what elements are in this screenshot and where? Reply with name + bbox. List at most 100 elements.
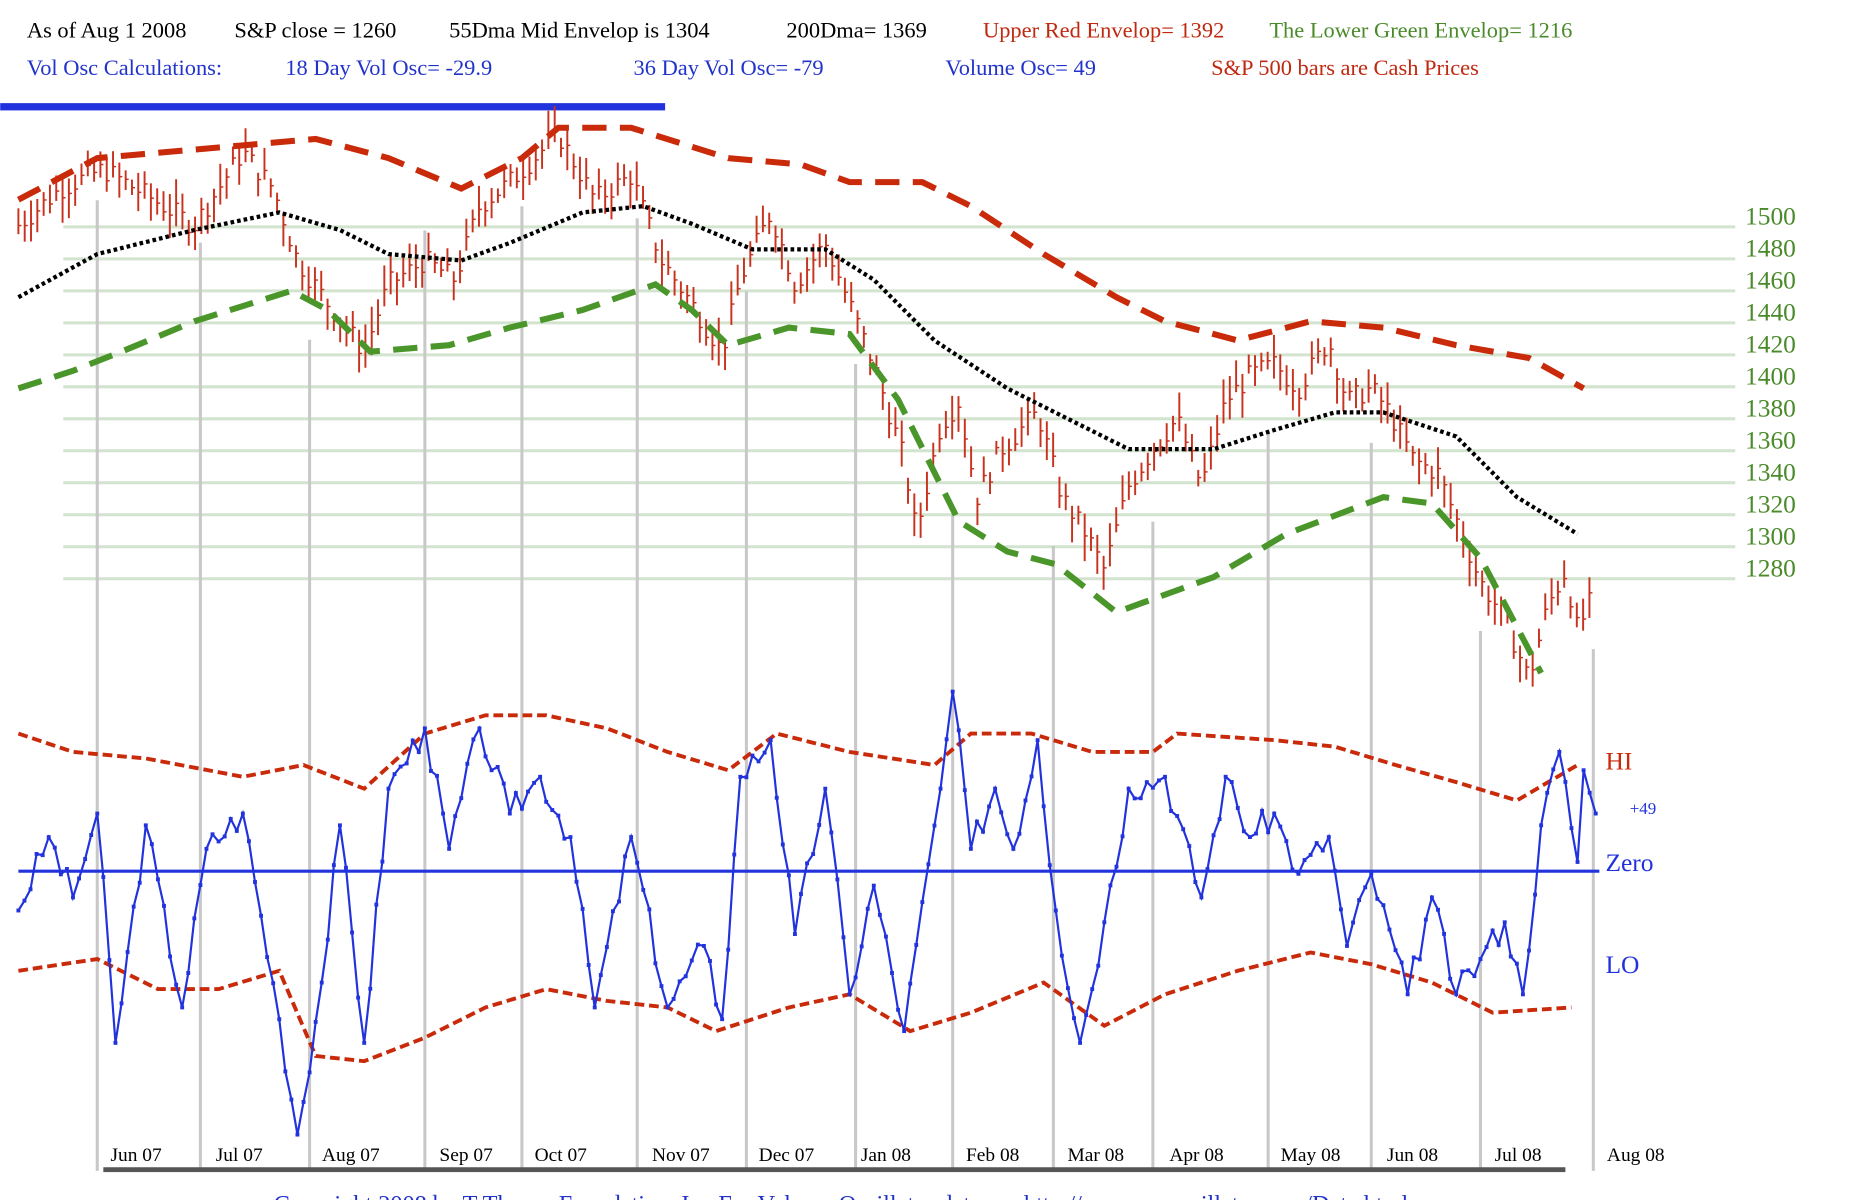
volume-osc-point bbox=[46, 835, 51, 840]
volume-osc-point bbox=[1199, 895, 1204, 900]
volume-osc-point bbox=[799, 892, 803, 896]
volume-osc-point bbox=[216, 839, 221, 844]
volume-osc-point bbox=[1569, 826, 1574, 831]
volume-osc-point bbox=[1478, 957, 1483, 961]
volume-osc-point bbox=[350, 930, 355, 935]
volume-osc-point bbox=[829, 830, 834, 835]
y-tick-label: 1440 bbox=[1745, 297, 1796, 326]
volume-osc-point bbox=[119, 1001, 124, 1006]
volume-osc-point bbox=[974, 819, 979, 824]
volume-osc-point bbox=[283, 1069, 288, 1074]
volume-osc-point bbox=[762, 750, 767, 755]
volume-osc-point bbox=[301, 1100, 306, 1104]
volume-osc-point bbox=[95, 811, 100, 816]
volume-osc-point bbox=[204, 846, 209, 851]
upper-red-envelope bbox=[16, 124, 1586, 392]
volume-osc-point bbox=[1442, 931, 1447, 936]
volume-osc-point bbox=[428, 769, 433, 773]
volume-osc-point bbox=[568, 835, 573, 840]
volume-osc-point bbox=[1090, 987, 1095, 992]
volume-osc-point bbox=[1296, 871, 1301, 876]
volume-osc-point bbox=[950, 689, 955, 694]
volume-osc-point bbox=[1187, 844, 1192, 849]
volume-osc-point bbox=[289, 1097, 294, 1102]
volume-osc-point bbox=[240, 811, 245, 816]
volume-osc-point bbox=[1405, 992, 1410, 997]
volume-osc-point bbox=[592, 1005, 597, 1010]
volume-osc-point bbox=[914, 943, 919, 947]
volume-osc-point bbox=[1593, 811, 1598, 816]
copyright-footer: Copyright 2008 by T Theory Foundation, I… bbox=[274, 1191, 1409, 1200]
volume-osc-point bbox=[580, 906, 585, 911]
volume-osc-point bbox=[1454, 992, 1459, 997]
volume-osc-point bbox=[701, 943, 706, 948]
volume-osc-point bbox=[453, 814, 458, 819]
volume-osc-point bbox=[1150, 785, 1155, 790]
volume-osc-point bbox=[1381, 903, 1386, 908]
volume-osc-point bbox=[1023, 798, 1028, 803]
volume-osc-point bbox=[362, 1040, 367, 1045]
volume-osc-point bbox=[501, 781, 506, 786]
volume-osc-point bbox=[877, 912, 882, 917]
volume-osc-point bbox=[1448, 976, 1453, 981]
header-line-2: Vol Osc Calculations: 18 Day Vol Osc= -2… bbox=[27, 55, 1479, 80]
volume-osc-point bbox=[1520, 992, 1525, 997]
volume-osc-point bbox=[519, 806, 524, 811]
volume-osc-point bbox=[1017, 831, 1022, 836]
header-18day: 18 Day Vol Osc= -29.9 bbox=[285, 55, 492, 80]
volume-osc-point bbox=[228, 816, 233, 821]
month-label: Jul 07 bbox=[216, 1145, 263, 1166]
volume-osc-point bbox=[325, 937, 330, 942]
volume-osc-point bbox=[847, 992, 852, 997]
volume-osc-point bbox=[507, 811, 512, 816]
volume-osc-point bbox=[1284, 839, 1289, 844]
volume-osc-point bbox=[368, 986, 373, 991]
volume-osc-point bbox=[774, 795, 779, 800]
volume-osc-point bbox=[708, 959, 712, 963]
volume-osc-point bbox=[71, 895, 75, 900]
volume-osc-point bbox=[1041, 804, 1046, 809]
volume-osc-point bbox=[1490, 928, 1495, 933]
volume-osc-point bbox=[131, 904, 136, 909]
volume-osc-point bbox=[198, 883, 203, 887]
volume-osc-point bbox=[1581, 768, 1586, 773]
volume-osc-point bbox=[780, 842, 785, 847]
y-tick-label: 1340 bbox=[1745, 457, 1796, 486]
volume-osc-point bbox=[1290, 867, 1295, 872]
volume-osc-point bbox=[823, 786, 828, 791]
volume-osc-point bbox=[999, 810, 1004, 815]
volume-osc-point bbox=[380, 859, 385, 864]
volume-osc-point bbox=[792, 932, 797, 936]
volume-osc-point bbox=[653, 961, 658, 966]
volume-osc-point bbox=[180, 1005, 185, 1010]
volume-osc-point bbox=[817, 823, 822, 827]
month-label: Dec 07 bbox=[759, 1145, 815, 1166]
volume-osc-point bbox=[556, 813, 561, 818]
volume-osc-point bbox=[16, 908, 21, 913]
price-envelopes bbox=[16, 124, 1586, 675]
volume-osc-point bbox=[319, 980, 324, 985]
volume-osc-point bbox=[471, 737, 476, 742]
volume-osc-point bbox=[1399, 960, 1404, 965]
volume-osc-point bbox=[1047, 863, 1052, 868]
volume-osc-point bbox=[22, 898, 27, 903]
volume-osc-point bbox=[604, 945, 609, 949]
volume-osc-point bbox=[107, 958, 112, 963]
y-tick-label: 1380 bbox=[1745, 393, 1796, 422]
volume-osc-point bbox=[1345, 943, 1349, 948]
volume-osc-point bbox=[623, 854, 628, 859]
volume-osc-point bbox=[34, 852, 39, 856]
volume-osc-point bbox=[1338, 907, 1343, 912]
volume-osc-point bbox=[908, 981, 913, 986]
volume-osc-point bbox=[344, 865, 348, 870]
month-label: Jun 07 bbox=[110, 1145, 162, 1166]
volume-osc-point bbox=[1053, 908, 1058, 913]
month-label: Mar 08 bbox=[1068, 1145, 1125, 1166]
volume-osc-point bbox=[1375, 896, 1380, 901]
month-dividers bbox=[95, 200, 1595, 1171]
volume-osc-point bbox=[307, 1070, 312, 1075]
volume-osc-point bbox=[435, 773, 439, 778]
volume-osc-point bbox=[756, 759, 761, 764]
volume-osc-point bbox=[1223, 774, 1228, 779]
volume-osc-point bbox=[234, 828, 239, 833]
